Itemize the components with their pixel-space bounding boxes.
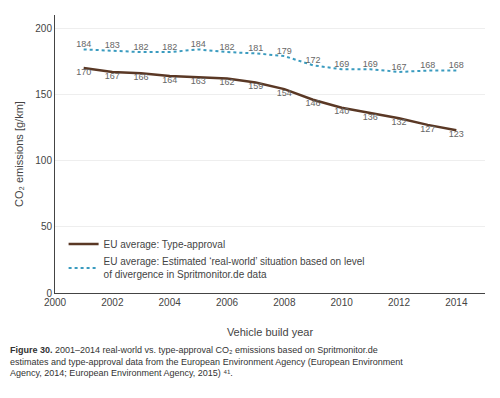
svg-text:182: 182 (133, 42, 148, 52)
svg-text:127: 127 (420, 124, 435, 134)
svg-text:150: 150 (35, 89, 52, 100)
svg-text:2008: 2008 (273, 297, 296, 308)
svg-text:182: 182 (219, 42, 234, 52)
svg-text:179: 179 (277, 46, 292, 56)
svg-text:50: 50 (41, 221, 53, 232)
svg-text:167: 167 (105, 71, 120, 81)
svg-text:Figure 30. 2001–2014 real-worl: Figure 30. 2001–2014 real-world vs. type… (10, 345, 403, 378)
svg-text:164: 164 (162, 75, 177, 85)
svg-text:2000: 2000 (44, 297, 67, 308)
svg-text:169: 169 (334, 59, 349, 69)
svg-text:169: 169 (363, 59, 378, 69)
svg-text:2002: 2002 (101, 297, 124, 308)
svg-text:2006: 2006 (216, 297, 239, 308)
svg-text:136: 136 (363, 112, 378, 122)
svg-text:132: 132 (391, 117, 406, 127)
svg-text:123: 123 (449, 129, 464, 139)
svg-text:146: 146 (305, 98, 320, 108)
svg-text:2010: 2010 (331, 297, 354, 308)
svg-text:170: 170 (76, 67, 91, 77)
svg-text:100: 100 (35, 155, 52, 166)
svg-text:184: 184 (76, 39, 91, 49)
svg-text:163: 163 (191, 76, 206, 86)
svg-text:2012: 2012 (388, 297, 411, 308)
svg-text:162: 162 (219, 77, 234, 87)
svg-text:140: 140 (334, 106, 349, 116)
svg-text:200: 200 (35, 23, 52, 34)
svg-text:172: 172 (305, 55, 320, 65)
svg-text:168: 168 (449, 60, 464, 70)
svg-text:184: 184 (191, 39, 206, 49)
svg-text:Vehicle build year: Vehicle build year (227, 326, 314, 338)
svg-text:0: 0 (46, 288, 52, 299)
svg-text:159: 159 (248, 81, 263, 91)
svg-text:2014: 2014 (445, 297, 468, 308)
svg-text:183: 183 (105, 40, 120, 50)
svg-text:154: 154 (277, 88, 292, 98)
svg-text:181: 181 (248, 43, 263, 53)
svg-text:167: 167 (391, 62, 406, 72)
svg-text:CO₂ emissions [g/km]: CO₂ emissions [g/km] (13, 101, 25, 207)
svg-text:EU average: Estimated ‘real-wo: EU average: Estimated ‘real-world’ situa… (104, 256, 365, 280)
svg-text:182: 182 (162, 42, 177, 52)
svg-text:2004: 2004 (159, 297, 182, 308)
svg-text:EU average: Type-approval: EU average: Type-approval (104, 239, 226, 250)
svg-text:168: 168 (420, 60, 435, 70)
svg-text:166: 166 (133, 72, 148, 82)
